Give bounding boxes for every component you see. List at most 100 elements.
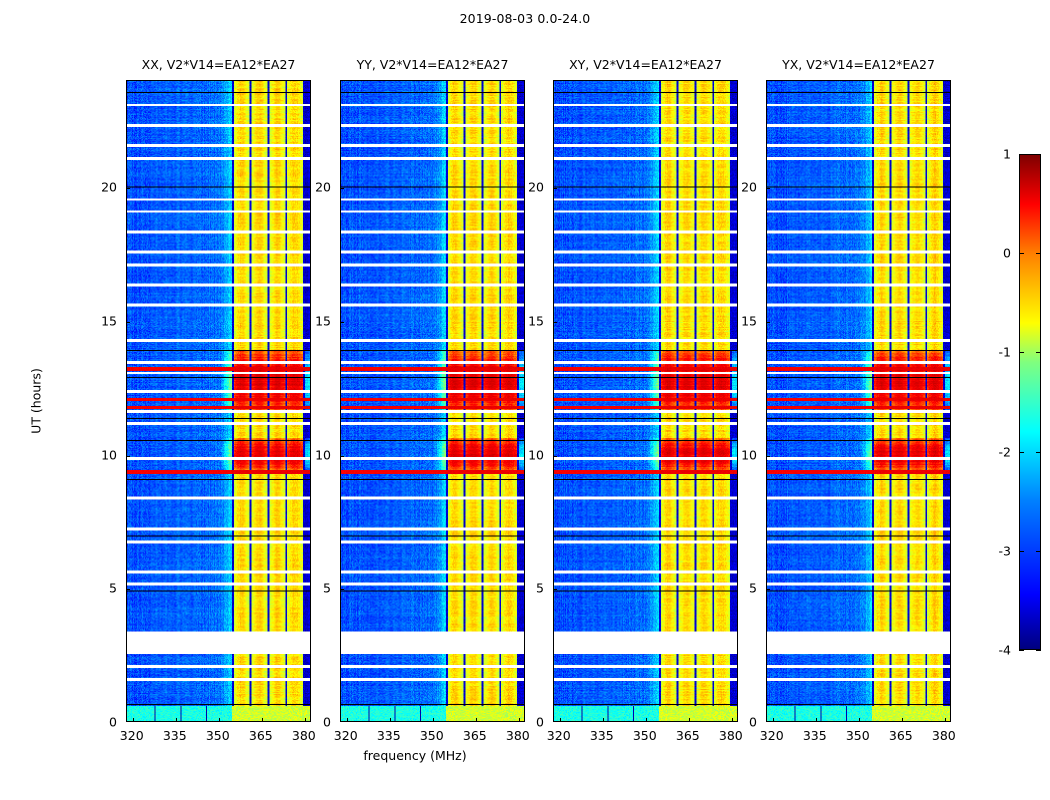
x-tick-label: 365 — [888, 728, 913, 743]
x-tick — [475, 718, 477, 721]
panel-xx: XX, V2*V14=EA12*EA27 320 335 350 365 380 0 5 10… — [101, 57, 316, 743]
x-tick — [688, 718, 690, 721]
colorbar-tick — [1019, 352, 1024, 354]
y-tick — [341, 589, 344, 591]
x-tick — [731, 718, 733, 721]
x-tick-label: 350 — [845, 728, 870, 743]
x-tick-label: 380 — [505, 728, 530, 743]
y-tick — [127, 589, 130, 591]
colorbar-tick — [1036, 550, 1041, 552]
colorbar-tick — [1036, 253, 1041, 255]
colorbar-tick-label: -4 — [998, 642, 1011, 658]
colorbar-tick — [1019, 451, 1024, 453]
y-tick-label: 20 — [101, 179, 117, 195]
y-tick — [554, 321, 557, 323]
colorbar-tick — [1036, 650, 1041, 651]
x-tick — [645, 718, 647, 721]
y-tick — [767, 589, 770, 591]
heatmap-xy[interactable] — [553, 80, 738, 722]
x-tick-label: 365 — [462, 728, 487, 743]
y-tick — [767, 188, 770, 189]
x-tick-label: 350 — [632, 728, 657, 743]
x-tick-label: 365 — [675, 728, 700, 743]
y-tick-label: 0 — [749, 714, 757, 730]
colorbar-tick — [1019, 650, 1024, 651]
x-tick — [559, 718, 561, 721]
y-tick — [554, 188, 557, 189]
y-tick-label: 5 — [109, 580, 117, 596]
x-axis-label: frequency (MHz) — [363, 748, 467, 763]
x-tick — [772, 718, 774, 721]
x-tick-label: 335 — [589, 728, 614, 743]
panel-yx: YX, V2*V14=EA12*EA27 320 335 350 365 380 0 5 10… — [741, 57, 956, 743]
y-tick — [554, 455, 557, 457]
y-tick-label: 15 — [741, 313, 757, 329]
y-tick — [127, 455, 130, 457]
y-tick — [127, 321, 130, 323]
colorbar-tick-label: 0 — [1003, 245, 1011, 261]
y-tick — [767, 321, 770, 323]
x-tick-label: 335 — [162, 728, 187, 743]
y-tick — [341, 188, 344, 189]
colorbar-tick — [1019, 550, 1024, 552]
panel-title-yx: YX, V2*V14=EA12*EA27 — [782, 57, 935, 72]
panel-title-xy: XY, V2*V14=EA12*EA27 — [569, 57, 722, 72]
x-tick-label: 380 — [931, 728, 956, 743]
x-tick — [858, 718, 860, 721]
x-tick — [518, 718, 520, 721]
x-tick-label: 320 — [546, 728, 571, 743]
x-tick — [218, 718, 220, 721]
x-tick — [304, 718, 306, 721]
colorbar-gradient — [1019, 154, 1041, 650]
colorbar-tick — [1036, 352, 1041, 354]
x-tick-label: 335 — [376, 728, 401, 743]
heatmap-xx[interactable] — [126, 80, 311, 722]
y-tick-label: 15 — [315, 313, 331, 329]
panel-title-xx: XX, V2*V14=EA12*EA27 — [141, 57, 296, 72]
x-tick-label: 335 — [802, 728, 827, 743]
x-tick — [346, 718, 348, 721]
colorbar-tick — [1036, 451, 1041, 453]
y-tick-label: 20 — [741, 179, 757, 195]
x-tick-label: 320 — [759, 728, 784, 743]
x-tick-label: 380 — [291, 728, 316, 743]
x-tick — [389, 718, 391, 721]
x-tick — [261, 718, 263, 721]
heatmap-yx[interactable] — [766, 80, 951, 722]
x-tick-label: 350 — [419, 728, 444, 743]
y-tick — [127, 188, 130, 189]
y-tick — [341, 455, 344, 457]
x-tick-label: 320 — [333, 728, 358, 743]
y-tick — [767, 455, 770, 457]
x-tick — [175, 718, 177, 721]
y-tick-label: 10 — [101, 447, 117, 462]
y-tick-label: 10 — [741, 447, 757, 462]
y-tick-label: 10 — [315, 447, 331, 462]
y-tick-label: 5 — [536, 580, 544, 596]
colorbar-tick-label: -2 — [998, 444, 1011, 460]
panel-xy: XY, V2*V14=EA12*EA27 320 335 350 365 380 0 5 10… — [528, 57, 743, 743]
y-tick-label: 5 — [749, 580, 757, 596]
y-tick-label: 0 — [536, 714, 544, 730]
colorbar-tick — [1019, 154, 1024, 155]
heatmap-yy[interactable] — [340, 80, 525, 722]
y-tick-label: 0 — [323, 714, 331, 730]
panel-title-yy: YY, V2*V14=EA12*EA27 — [356, 57, 509, 72]
colorbar-tick-label: 1 — [1003, 146, 1011, 162]
y-tick-label: 15 — [101, 313, 117, 329]
x-tick-label: 365 — [248, 728, 273, 743]
y-tick-label: 20 — [528, 179, 544, 195]
figure-suptitle: 2019-08-03 0.0-24.0 — [459, 11, 591, 26]
y-axis-label: UT (hours) — [28, 368, 44, 434]
y-tick — [341, 321, 344, 323]
colorbar-tick — [1036, 154, 1041, 155]
y-tick — [554, 589, 557, 591]
x-tick-label: 350 — [205, 728, 230, 743]
colorbar-tick — [1019, 253, 1024, 255]
colorbar-tick-label: -1 — [998, 344, 1011, 360]
y-tick-label: 5 — [323, 580, 331, 596]
x-tick — [901, 718, 903, 721]
y-tick-label: 20 — [315, 179, 331, 195]
y-tick-label: 15 — [528, 313, 544, 329]
